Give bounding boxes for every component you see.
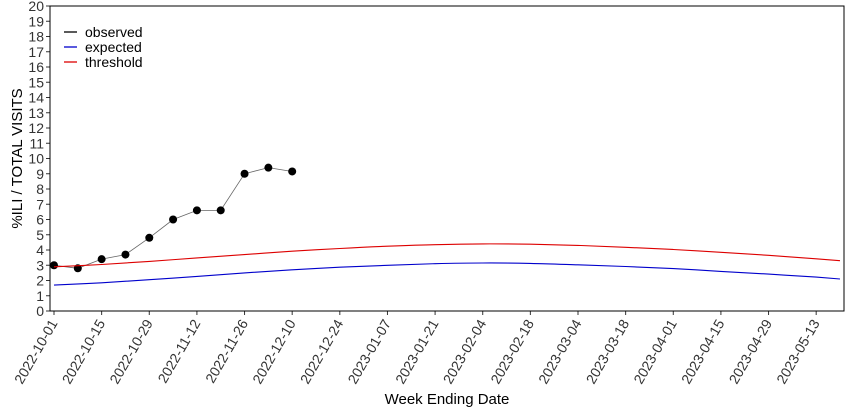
y-tick-label: 9 [36,166,44,182]
x-tick-label: 2022-10-15 [59,316,109,386]
x-tick-label: 2023-04-29 [725,316,775,386]
series-point-observed [288,167,297,176]
x-tick-label: 2023-03-04 [535,316,585,386]
series-point-observed [145,233,154,242]
y-tick-label: 19 [28,13,44,29]
legend-label-expected: expected [85,39,142,55]
x-tick-label: 2022-12-10 [249,316,299,386]
x-tick-label: 2023-02-18 [487,316,537,386]
x-tick-label: 2023-01-21 [392,316,442,386]
x-tick-label: 2022-10-29 [106,316,156,386]
y-tick-label: 12 [28,120,44,136]
y-tick-label: 14 [28,90,44,106]
series-point-observed [50,261,58,270]
series-point-observed [97,255,106,264]
series-layer [50,163,841,286]
y-tick-label: 2 [36,273,44,289]
x-tick-label: 2022-10-01 [11,316,61,386]
x-tick-label: 2023-02-04 [440,316,490,386]
x-tick-label: 2023-03-18 [583,316,633,386]
plot-border [49,5,845,312]
x-axis-title: Week Ending Date [385,391,510,408]
legend-label-threshold: threshold [85,54,143,70]
y-tick-label: 4 [36,242,44,258]
x-tick-label: 2023-04-15 [678,316,728,386]
y-tick-label: 11 [29,135,44,151]
x-tick-label: 2023-05-13 [773,316,823,386]
x-tick-label: 2022-11-26 [202,316,251,385]
y-tick-label: 10 [28,151,44,167]
x-tick-label: 2022-11-12 [154,316,203,385]
y-tick-label: 1 [36,288,44,304]
x-axis-ticks: 2022-10-012022-10-152022-10-292022-11-12… [11,311,823,387]
series-point-observed [121,250,130,259]
y-tick-label: 16 [28,59,44,75]
series-point-observed [192,206,201,215]
series-point-observed [216,206,225,215]
y-tick-label: 13 [28,105,44,121]
y-tick-label: 20 [28,0,44,14]
x-tick-label: 2023-01-07 [344,316,394,386]
y-tick-label: 0 [36,303,44,319]
series-point-observed [264,163,273,172]
series-line-expected [53,262,841,286]
y-tick-label: 17 [28,44,44,60]
series-line-threshold [53,243,841,268]
x-tick-label: 2022-12-24 [297,316,347,386]
series-point-observed [169,215,178,224]
y-tick-label: 3 [36,257,44,273]
y-tick-label: 15 [28,74,44,90]
y-tick-label: 18 [28,29,44,45]
y-tick-label: 8 [36,181,44,197]
y-tick-label: 7 [36,196,44,212]
series-point-observed [240,169,249,178]
legend-label-observed: observed [85,24,143,40]
y-axis-title: %ILI / TOTAL VISITS [9,88,26,228]
x-tick-label: 2023-04-01 [630,316,680,386]
y-tick-label: 5 [36,227,44,243]
y-tick-label: 6 [36,212,44,228]
